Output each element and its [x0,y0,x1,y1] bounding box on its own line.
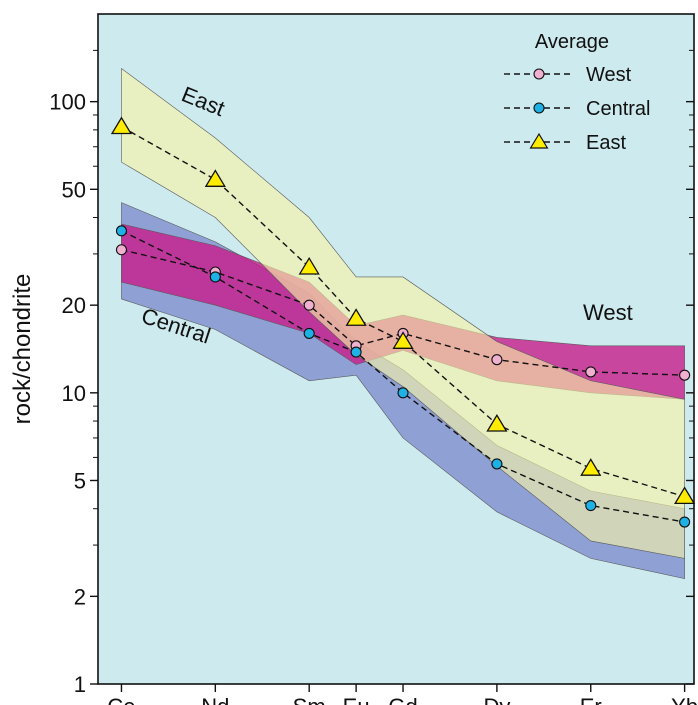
point-central-eu [350,346,362,358]
y-tick-label-10: 10 [62,381,86,406]
point-central-nd [209,271,221,283]
y-tick-label-100: 100 [49,90,86,115]
legend: Average West Central East [504,31,650,154]
legend-label-central: Central [586,98,650,120]
y-axis-label: rock/chondrite [9,274,36,425]
x-tick-label-gd: Gd [388,694,417,705]
point-west-ce [115,244,128,256]
legend-marker-west [533,68,545,80]
series-line-east [121,126,685,498]
point-west-dy [491,354,503,366]
band-east [121,67,685,559]
y-tick-label-5: 5 [74,468,86,493]
point-central-ce [115,225,128,237]
point-central-dy [491,458,503,470]
point-central-yb [679,516,691,528]
point-east-dy [486,413,508,432]
point-east-sm [298,256,320,275]
x-tick-label-sm: Sm [293,694,326,705]
y-tick-label-2: 2 [74,584,86,609]
axes: 1 2 5 10 20 50 100 Ce Nd Sm Eu Gd Dy Er Yb [49,49,698,705]
legend-label-east: East [586,132,626,154]
point-central-er [585,500,597,512]
x-tick-label-ce: Ce [107,694,135,705]
point-east-yb [674,486,696,505]
y-tick-label-50: 50 [62,177,86,202]
x-tick-label-yb: Yb [671,694,698,705]
y-tick-label-20: 20 [62,293,86,318]
series-line-central [121,230,685,523]
annotation-west: West [583,300,633,325]
point-central-sm [303,327,315,339]
point-east-eu [345,308,367,326]
point-east-gd [392,331,414,349]
point-west-sm [303,299,315,311]
point-east-er [580,458,602,476]
average-lines [110,116,696,528]
x-tick-label-eu: Eu [343,694,370,705]
point-east-ce [110,116,133,135]
x-tick-label-er: Er [580,694,602,705]
x-tick-label-dy: Dy [483,694,510,705]
x-tick-label-nd: Nd [201,694,229,705]
series-line-west [121,249,685,376]
legend-marker-central [533,102,545,114]
point-west-yb [679,369,691,381]
point-east-nd [204,169,226,187]
legend-marker-east [529,132,549,149]
legend-label-west: West [586,64,632,86]
point-west-er [585,366,597,378]
point-central-gd [397,387,409,399]
legend-title: Average [535,31,609,53]
y-tick-label-1: 1 [74,672,86,697]
